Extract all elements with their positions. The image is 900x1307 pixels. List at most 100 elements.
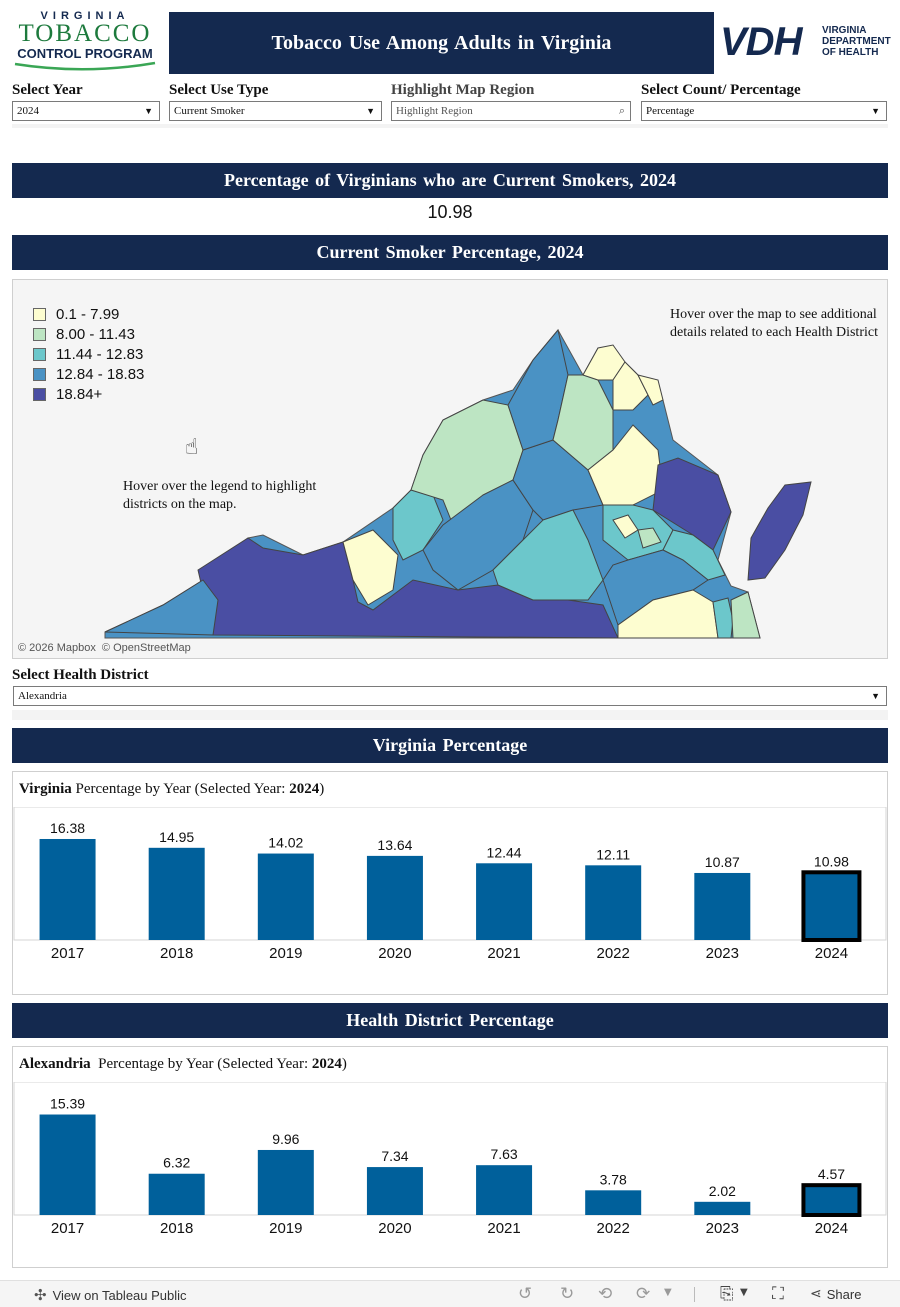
legend-item[interactable]: 0.1 - 7.99 bbox=[33, 304, 144, 324]
pause-dropdown-icon[interactable]: ▼ bbox=[664, 1287, 672, 1298]
x-tick-label-2022: 2022 bbox=[597, 1220, 630, 1237]
bar-2019[interactable] bbox=[257, 1149, 314, 1215]
hover-legend-note: Hover over the legend to highlight distr… bbox=[123, 479, 317, 512]
legend-item[interactable]: 11.44 - 12.83 bbox=[33, 344, 144, 364]
filter-year: Select Year 2024 ▼ bbox=[12, 82, 162, 121]
data-label-2023: 2.02 bbox=[709, 1183, 736, 1199]
map-district-eastern-shore bbox=[747, 481, 812, 581]
bar-2020[interactable] bbox=[366, 855, 423, 940]
bar-2021[interactable] bbox=[476, 863, 533, 940]
x-tick-label-2018: 2018 bbox=[160, 1220, 193, 1237]
x-tick-label-2023: 2023 bbox=[706, 1220, 739, 1237]
map-panel[interactable]: 0.1 - 7.99 8.00 - 11.43 11.44 - 12.83 12… bbox=[12, 279, 888, 659]
year-select[interactable]: 2024 ▼ bbox=[12, 101, 160, 121]
filter-year-label: Select Year bbox=[12, 82, 83, 98]
share-button[interactable]: ⋖ Share bbox=[810, 1286, 861, 1302]
x-tick-label-2024: 2024 bbox=[815, 945, 848, 962]
fullscreen-icon[interactable]: ⛶ bbox=[772, 1284, 784, 1304]
data-label-2020: 13.64 bbox=[377, 837, 412, 853]
map-district-southside bbox=[492, 509, 604, 601]
use-type-select[interactable]: Current Smoker ▼ bbox=[169, 101, 382, 121]
data-label-2020: 7.34 bbox=[381, 1148, 408, 1164]
bar-2021[interactable] bbox=[476, 1165, 533, 1215]
bar-2017[interactable] bbox=[39, 838, 96, 940]
bar-2024[interactable] bbox=[801, 1183, 862, 1218]
filter-use-type-label: Select Use Type bbox=[169, 82, 269, 98]
data-label-2017: 15.39 bbox=[50, 1096, 85, 1112]
bar-2020[interactable] bbox=[366, 1167, 423, 1215]
view-on-tableau-button[interactable]: ✣ View on Tableau Public bbox=[34, 1286, 187, 1304]
district-chart-title: Alexandria Percentage by Year (Selected … bbox=[19, 1056, 347, 1073]
map-district-norfolk bbox=[712, 597, 734, 639]
district-select[interactable]: Alexandria ▼ bbox=[13, 686, 887, 706]
revert-icon[interactable]: ⟲ bbox=[598, 1284, 613, 1304]
map-district-nova-3 bbox=[637, 374, 664, 406]
filter-count-percentage-label: Select Count/ Percentage bbox=[641, 82, 801, 98]
refresh-icon[interactable]: ⟳ bbox=[636, 1284, 651, 1304]
virginia-map[interactable] bbox=[13, 280, 888, 659]
legend-item[interactable]: 12.84 - 18.83 bbox=[33, 364, 144, 384]
district-section-title: Health District Percentage bbox=[346, 1010, 554, 1030]
bar-2022[interactable] bbox=[585, 1190, 642, 1215]
legend-swatch bbox=[33, 307, 46, 321]
district-filter-label: Select Health District bbox=[12, 667, 149, 683]
vdh-name: VIRGINIA DEPARTMENT OF HEALTH bbox=[822, 25, 891, 58]
toolbar-divider bbox=[694, 1287, 695, 1302]
filter-use-type: Select Use Type Current Smoker ▼ bbox=[169, 82, 384, 121]
district-chart-title-text: Percentage by Year (Selected Year: bbox=[90, 1056, 312, 1072]
data-label-2024: 4.57 bbox=[818, 1166, 845, 1182]
map-legend[interactable]: 0.1 - 7.99 8.00 - 11.43 11.44 - 12.83 12… bbox=[33, 304, 144, 404]
page-title-text: Tobacco Use Among Adults in Virginia bbox=[271, 32, 612, 54]
virginia-section-title: Virginia Percentage bbox=[372, 735, 528, 755]
redo-icon[interactable]: ↻ bbox=[560, 1284, 575, 1304]
bar-2023[interactable] bbox=[694, 1201, 751, 1215]
share-icon: ⋖ bbox=[810, 1286, 822, 1302]
highlight-region-input[interactable]: Highlight Region ⌕ bbox=[391, 101, 631, 121]
map-district-virginia-beach bbox=[730, 591, 761, 639]
district-chart-title-close: ) bbox=[341, 1056, 347, 1072]
chevron-down-icon: ▼ bbox=[144, 106, 153, 116]
data-label-2022: 12.11 bbox=[596, 846, 630, 862]
vdh-name-line1: VIRGINIA bbox=[822, 25, 867, 36]
hover-pointer-icon: ☝ bbox=[185, 435, 199, 460]
bar-2024[interactable] bbox=[801, 870, 862, 942]
data-label-2023: 10.87 bbox=[705, 854, 740, 870]
district-title-bar: Health District Percentage bbox=[12, 1003, 888, 1038]
summary-value: 10.98 bbox=[427, 202, 473, 222]
summary-title: Percentage of Virginians who are Current… bbox=[224, 170, 676, 190]
bar-2022[interactable] bbox=[585, 865, 642, 940]
vdh-logo: VDH VIRGINIA DEPARTMENT OF HEALTH bbox=[720, 20, 891, 66]
share-label: Share bbox=[826, 1286, 862, 1302]
bar-2018[interactable] bbox=[148, 1173, 205, 1215]
download-icon[interactable]: ⎘ bbox=[720, 1284, 734, 1304]
legend-swatch bbox=[33, 387, 46, 401]
legend-label: 12.84 - 18.83 bbox=[56, 365, 145, 383]
map-district-west-yellow bbox=[342, 529, 399, 606]
data-label-2022: 3.78 bbox=[600, 1171, 627, 1187]
district-chart-title-name: Alexandria bbox=[19, 1056, 91, 1072]
district-bar-chart[interactable]: 15.39 2017 6.32 2018 9.96 2019 7.34 2020 7.63 202… bbox=[13, 1082, 887, 1247]
undo-icon[interactable]: ↺ bbox=[518, 1284, 533, 1304]
virginia-bar-chart[interactable]: 16.38 2017 14.95 2018 14.02 2019 13.64 2020 12.4… bbox=[13, 807, 887, 972]
count-percentage-select[interactable]: Percentage ▼ bbox=[641, 101, 887, 121]
filter-strip-divider bbox=[12, 124, 888, 128]
vdh-name-line3: OF HEALTH bbox=[822, 47, 879, 58]
virginia-title-bar: Virginia Percentage bbox=[12, 728, 888, 763]
legend-item[interactable]: 18.84+ bbox=[33, 384, 144, 404]
vdh-name-line2: DEPARTMENT bbox=[822, 36, 891, 47]
x-tick-label-2019: 2019 bbox=[269, 945, 302, 962]
bar-2018[interactable] bbox=[148, 847, 205, 940]
district-chart-box: Alexandria Percentage by Year (Selected … bbox=[12, 1046, 888, 1268]
chevron-down-icon: ▼ bbox=[366, 106, 375, 116]
bar-2019[interactable] bbox=[257, 853, 314, 940]
logo-swoosh-icon bbox=[14, 61, 156, 71]
bar-2017[interactable] bbox=[39, 1114, 96, 1215]
filter-highlight: Highlight Map Region Highlight Region ⌕ bbox=[391, 82, 633, 121]
virginia-chart-title-text: Percentage by Year (Selected Year: bbox=[71, 781, 290, 797]
x-tick-label-2021: 2021 bbox=[487, 1220, 520, 1237]
page-title: Tobacco Use Among Adults in Virginia bbox=[169, 12, 714, 74]
bar-2023[interactable] bbox=[694, 872, 751, 940]
x-tick-label-2022: 2022 bbox=[597, 945, 630, 962]
download-dropdown-icon[interactable]: ▼ bbox=[740, 1287, 748, 1298]
legend-item[interactable]: 8.00 - 11.43 bbox=[33, 324, 144, 344]
